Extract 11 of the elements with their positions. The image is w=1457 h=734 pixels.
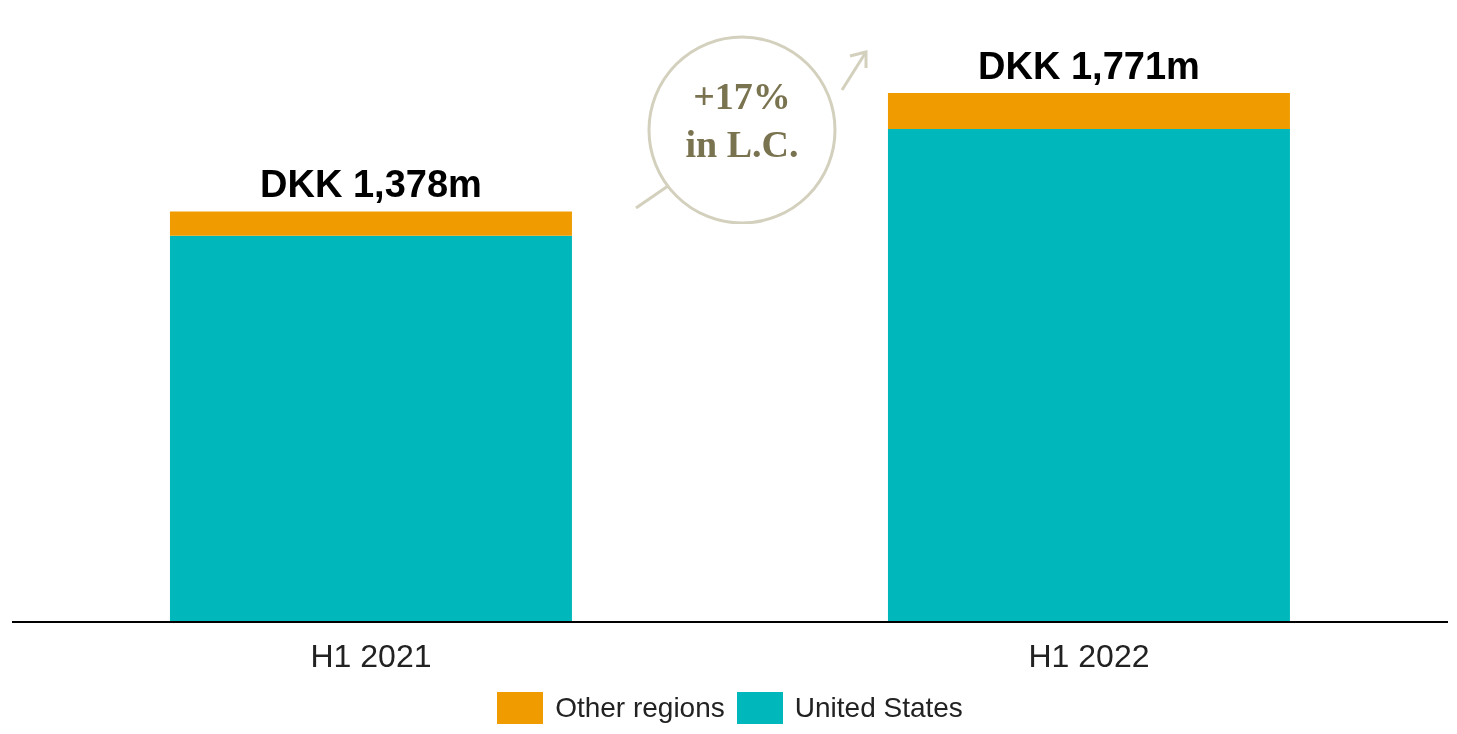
total-label: DKK 1,771m — [978, 45, 1200, 87]
total-label: DKK 1,378m — [260, 163, 482, 206]
annotation: +17% in L.C. — [684, 74, 800, 167]
bar — [169, 235, 572, 622]
bar — [887, 93, 1290, 129]
bar — [887, 128, 1290, 622]
legend-label: United States — [793, 692, 963, 724]
x-tick-label: H1 2022 — [1028, 637, 1150, 674]
bar — [169, 211, 572, 236]
x-tick-label: H1 2021 — [310, 637, 432, 674]
legend-label: Other regions — [554, 692, 725, 724]
